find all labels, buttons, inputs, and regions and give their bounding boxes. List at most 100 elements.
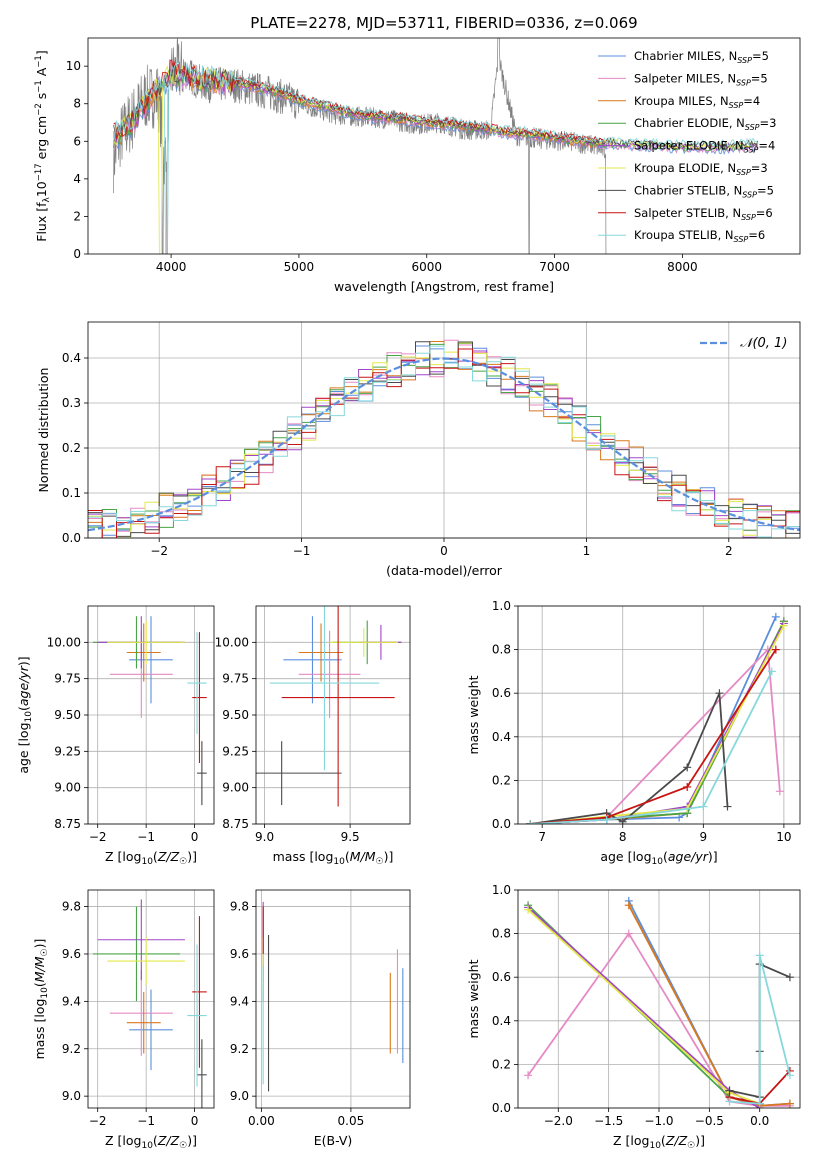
panel-spectrum: 4000 5000 6000 7000 8000 0 2 4 6 8 10 PLATE=2278, M…	[34, 14, 801, 294]
label-part: )]	[695, 1133, 705, 1148]
label-part: age/yr	[16, 665, 31, 706]
panel-mass-vs-Z: −2 −1 09.09.29.49.69.8Z [log10(Z/Z☉)]mass …	[32, 889, 215, 1151]
weight-vs-Z-plot-area	[524, 896, 794, 1108]
x-axis-label: Z [log10(Z/Z☉)]	[613, 1133, 705, 1151]
label-part: −1	[34, 80, 44, 93]
histogram-plot-area	[88, 339, 800, 538]
weight-line-salpeter-stelib	[530, 649, 777, 824]
label-part: Z/Z	[665, 1133, 688, 1148]
label-part: ☉	[179, 857, 187, 867]
y-tick-label: 9.6	[230, 947, 249, 961]
x-tick-label: 1	[583, 544, 591, 558]
label-part: ☉	[376, 857, 384, 867]
y-tick-label: 8.75	[54, 817, 81, 831]
y-tick-label: 10	[66, 59, 81, 73]
y-tick-label: 0.4	[492, 1014, 511, 1028]
x-tick-label: 5000	[284, 260, 315, 274]
x-tick-label: 2	[725, 544, 733, 558]
y-tick-label: 1.0	[492, 599, 511, 613]
x-tick-label: 8	[619, 830, 627, 844]
y-tick-label: 0.4	[492, 730, 511, 744]
y-tick-label: 9.75	[54, 672, 81, 686]
panel-residuals: −2 −1 0 1 2 0.0 0.1 0.2 0.3 0.4 (data-model)/error…	[36, 321, 801, 578]
panel-age-vs-mass: 9.0 9.5 8.75 9.00 9.25 9.50 9.75 10.00 mass [log…	[215, 605, 411, 867]
model-line-salpeter-stelib	[113, 59, 605, 143]
legend-entry: Chabrier ELODIE, NSSP=3	[634, 116, 776, 132]
chart-title: PLATE=2278, MJD=53711, FIBERID=0336, z=0…	[250, 14, 637, 32]
label-part: M/M	[350, 849, 376, 864]
legend-entry: Kroupa STELIB, NSSP=6	[634, 228, 765, 244]
y-tick-label: 8.75	[222, 817, 249, 831]
axes-frame	[87, 321, 801, 539]
y-tick-label: 9.25	[222, 744, 249, 758]
label-part: =5	[751, 71, 768, 85]
label-part: Chabrier MILES, N	[634, 49, 737, 63]
weight-point-chabrier-stelib	[618, 817, 627, 824]
weight-point-kroupa-elodie	[524, 905, 533, 914]
x-tick-label: 0	[191, 1114, 199, 1128]
weight-point-kroupa-stelib	[755, 1099, 764, 1108]
x-tick-label: 0.00	[248, 1114, 275, 1128]
x-tick-label: −2	[89, 830, 107, 844]
y-tick-label: 9.50	[222, 708, 249, 722]
y-tick-label: 1.0	[492, 883, 511, 897]
weight-line-chabrier-miles	[530, 616, 777, 824]
label-part: (	[16, 706, 31, 711]
x-axis-label: E(B-V)	[314, 1133, 353, 1148]
weight-point-kroupa-stelib	[725, 1097, 734, 1106]
y-axis-label: mass [log10(M/M☉)]	[32, 939, 50, 1060]
weight-point-kroupa-stelib	[755, 951, 764, 960]
histogram-kroupa-stelib	[88, 345, 800, 538]
x-axis-label: mass [log10(M/M☉)]	[273, 849, 394, 867]
label-part: age [log	[600, 849, 651, 864]
weight-point-kroupa-stelib	[767, 667, 776, 676]
label-part: )]	[16, 656, 31, 666]
label-part: =5	[757, 183, 774, 197]
weight-point-salpeter-miles	[624, 929, 633, 938]
label-part: (	[663, 849, 668, 864]
label-part: ☉	[687, 1141, 695, 1151]
label-part: Kroupa STELIB, N	[634, 228, 734, 242]
x-axis-label: Z [log10(Z/Z☉)]	[105, 849, 197, 867]
weight-point-salpeter-stelib	[771, 645, 780, 654]
label-part: =6	[748, 228, 765, 242]
y-tick-label: 0.8	[492, 643, 511, 657]
spectrum-plot-area	[113, 38, 759, 254]
legend-entry: Salpeter STELIB, NSSP=6	[634, 206, 773, 222]
age-vs-Z-plot-area	[92, 616, 207, 806]
label-part: 10	[649, 1141, 661, 1151]
label-part: erg cm	[34, 116, 49, 164]
weight-point-chabrier-stelib	[683, 763, 692, 772]
label-part: age [log	[16, 722, 31, 773]
x-tick-label: −1.0	[644, 1114, 673, 1128]
mass-vs-ebv-plot-area	[262, 901, 404, 1092]
y-tick-label: 0.2	[492, 773, 511, 787]
y-tick-label: 0.0	[62, 531, 81, 545]
weight-line-kroupa-stelib	[729, 955, 791, 1105]
x-tick-label: −1.5	[594, 1114, 623, 1128]
normal-curve	[88, 357, 800, 532]
weight-line-chabrier-stelib	[529, 692, 729, 824]
label-part: Salpeter STELIB, N	[634, 206, 741, 220]
y-axis-label: Flux [fλ10−17 erg cm−2 s−1 A−1]	[34, 50, 52, 241]
label-part: )]	[384, 849, 394, 864]
weight-point-kroupa-miles	[785, 1099, 794, 1108]
model-line-salpeter-miles	[113, 71, 759, 154]
x-tick-label: 6000	[411, 260, 442, 274]
label-part: λ	[42, 197, 52, 203]
label-part: (	[32, 982, 47, 987]
label-part: ☉	[179, 1141, 187, 1151]
label-part: SSP	[734, 235, 749, 244]
label-part: )]	[32, 939, 47, 949]
model-line-kroupa-stelib	[113, 60, 759, 254]
weight-point-salpeter-miles	[524, 1071, 533, 1080]
axes-frame	[517, 889, 801, 1109]
x-tick-label: −1	[293, 544, 311, 558]
weight-point-kroupa-stelib	[785, 1071, 794, 1080]
mass-vs-Z-plot-area	[92, 899, 207, 1108]
label-part: 10	[333, 857, 345, 867]
label-part: SSP	[742, 190, 757, 199]
label-part: Flux [f	[34, 202, 49, 242]
